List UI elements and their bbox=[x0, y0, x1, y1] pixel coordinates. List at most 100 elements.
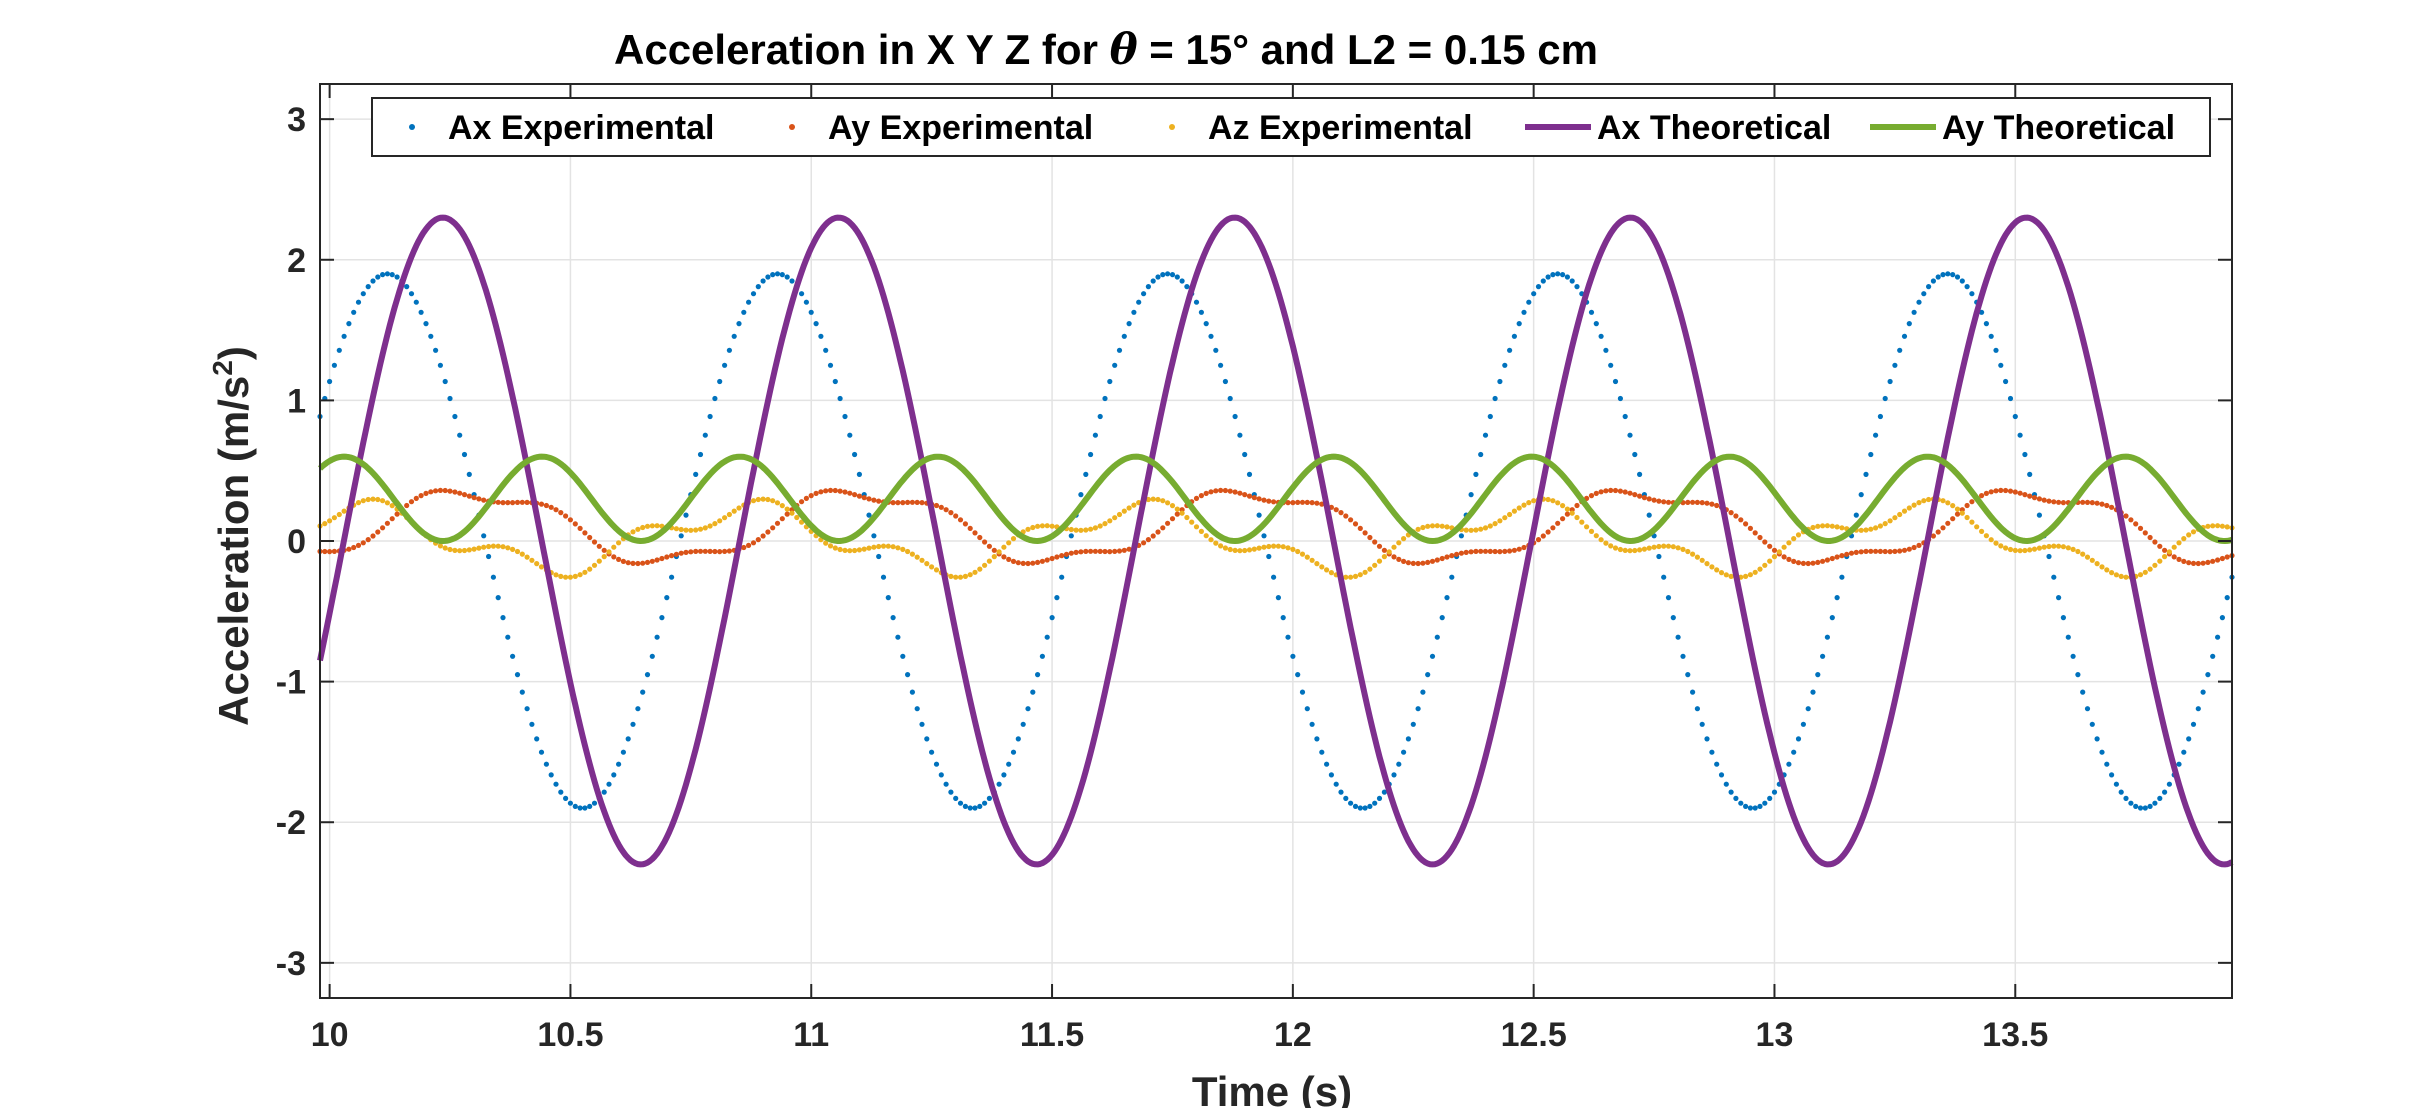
data-point bbox=[1092, 548, 1098, 554]
data-point bbox=[1401, 749, 1407, 755]
data-point bbox=[1121, 547, 1127, 553]
data-point bbox=[538, 564, 545, 570]
data-point bbox=[1685, 548, 1691, 555]
data-point bbox=[1482, 525, 1489, 531]
data-point bbox=[1242, 451, 1248, 458]
data-point bbox=[1068, 526, 1074, 533]
data-point bbox=[1299, 551, 1306, 557]
data-point bbox=[336, 347, 342, 353]
data-point bbox=[1993, 488, 1999, 494]
data-point bbox=[514, 672, 521, 678]
data-point bbox=[712, 521, 718, 527]
data-point bbox=[1983, 321, 1989, 327]
data-point bbox=[1964, 284, 1970, 290]
data-point bbox=[1815, 672, 1821, 678]
data-point bbox=[649, 523, 655, 529]
data-point bbox=[500, 500, 506, 506]
data-point bbox=[1901, 508, 1908, 514]
data-point bbox=[1868, 548, 1874, 554]
data-point bbox=[360, 291, 366, 297]
data-point bbox=[1357, 525, 1363, 532]
data-point bbox=[2099, 564, 2105, 570]
data-point bbox=[697, 548, 704, 554]
data-point bbox=[1940, 525, 1946, 531]
data-point bbox=[1348, 517, 1354, 523]
data-point bbox=[1733, 795, 1739, 802]
data-point bbox=[1593, 321, 1599, 327]
data-point bbox=[1622, 413, 1628, 420]
data-point bbox=[380, 498, 386, 504]
data-point bbox=[331, 515, 337, 521]
data-point bbox=[779, 516, 785, 522]
data-point bbox=[2099, 501, 2105, 507]
data-point bbox=[1155, 274, 1161, 280]
data-point bbox=[1637, 493, 1643, 499]
data-point bbox=[331, 548, 337, 555]
data-point bbox=[1102, 521, 1108, 527]
data-point bbox=[1410, 721, 1416, 727]
data-point bbox=[1747, 805, 1753, 811]
data-point bbox=[996, 549, 1002, 555]
data-point bbox=[1868, 526, 1874, 532]
data-point bbox=[620, 558, 627, 565]
data-point bbox=[1112, 548, 1118, 555]
data-point bbox=[1362, 530, 1368, 536]
data-point bbox=[476, 545, 482, 551]
data-point bbox=[770, 525, 776, 531]
data-point bbox=[1454, 551, 1460, 557]
data-point bbox=[1935, 274, 1941, 280]
data-point bbox=[1834, 595, 1840, 601]
legend-label: Ax Theoretical bbox=[1597, 109, 1831, 147]
data-point bbox=[895, 545, 901, 551]
data-point bbox=[1906, 546, 1912, 552]
data-point bbox=[1863, 471, 1869, 477]
data-point bbox=[1892, 362, 1898, 368]
data-point bbox=[823, 347, 829, 353]
data-point bbox=[774, 271, 781, 277]
data-point bbox=[1588, 528, 1595, 535]
data-point bbox=[630, 529, 636, 535]
data-point bbox=[509, 546, 516, 553]
data-point bbox=[1213, 347, 1219, 353]
data-point bbox=[413, 495, 419, 501]
data-point bbox=[1015, 560, 1021, 566]
data-point bbox=[2012, 413, 2018, 420]
data-point bbox=[370, 496, 376, 502]
data-point bbox=[905, 548, 911, 555]
data-point bbox=[1348, 800, 1354, 806]
data-point bbox=[673, 551, 680, 557]
data-point bbox=[722, 548, 728, 555]
data-point bbox=[750, 498, 757, 504]
y-tick-label: 2 bbox=[287, 242, 306, 280]
data-point bbox=[596, 543, 602, 549]
data-point bbox=[1887, 518, 1893, 524]
data-point bbox=[553, 781, 559, 787]
data-point bbox=[2200, 560, 2206, 566]
data-point bbox=[1743, 521, 1749, 527]
data-point bbox=[404, 502, 410, 509]
data-point bbox=[365, 284, 371, 290]
data-point bbox=[1540, 533, 1546, 539]
data-point bbox=[1328, 570, 1334, 576]
data-point bbox=[1829, 555, 1835, 562]
data-point bbox=[365, 537, 371, 543]
data-point bbox=[929, 749, 935, 755]
data-point bbox=[447, 488, 453, 494]
data-point bbox=[1136, 299, 1142, 305]
legend-label: Az Experimental bbox=[1208, 109, 1473, 147]
data-point bbox=[1718, 570, 1725, 576]
data-point bbox=[1771, 554, 1778, 560]
data-point bbox=[760, 496, 766, 502]
data-point bbox=[2219, 523, 2225, 529]
data-point bbox=[1767, 543, 1773, 549]
data-point bbox=[433, 488, 439, 494]
data-point bbox=[1425, 559, 1431, 566]
data-point bbox=[1680, 546, 1686, 553]
data-point bbox=[1593, 533, 1599, 539]
data-point bbox=[895, 634, 901, 640]
data-point bbox=[1820, 558, 1826, 564]
data-point bbox=[567, 574, 574, 580]
data-point bbox=[654, 523, 660, 529]
data-point bbox=[2157, 543, 2163, 549]
data-point bbox=[876, 498, 882, 504]
